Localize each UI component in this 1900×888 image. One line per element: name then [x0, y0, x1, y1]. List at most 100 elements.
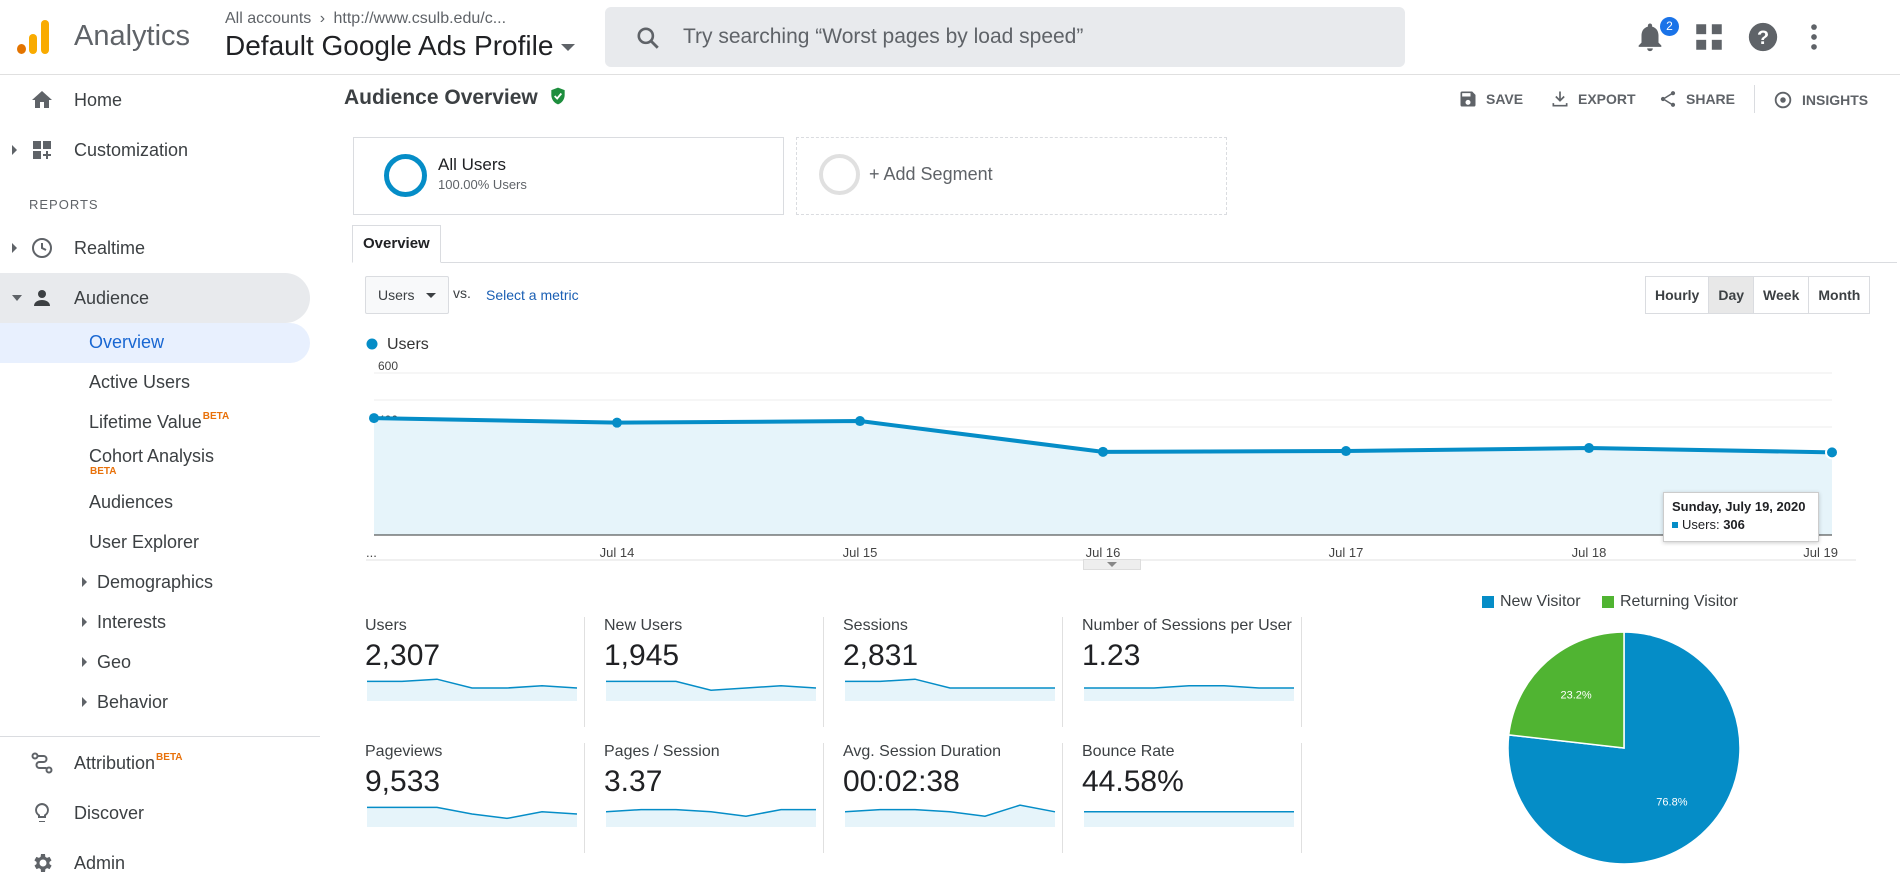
apps-grid-icon[interactable] — [1692, 20, 1726, 54]
sidebar-subitem-label: Overview — [89, 332, 165, 352]
sidebar-item-label: Home — [74, 89, 123, 110]
granularity-day[interactable]: Day — [1709, 277, 1755, 313]
sidebar-item-realtime[interactable]: Realtime — [0, 223, 310, 273]
kpi-value: 2,831 — [843, 639, 919, 672]
sparkline-area — [1084, 685, 1294, 701]
kpi-card[interactable]: Pages / Session 3.37 — [604, 743, 824, 853]
sidebar-item-label: AttributionBETA — [74, 751, 183, 774]
kpi-card[interactable]: New Users 1,945 — [604, 617, 824, 727]
sidebar-item-discover[interactable]: Discover — [0, 788, 310, 838]
gear-icon — [34, 854, 52, 872]
sidebar-subitem-audiences[interactable]: Audiences — [0, 483, 310, 523]
visitor-pie-chart[interactable]: 76.8% 23.2% — [1500, 630, 1750, 870]
sparkline-area — [845, 679, 1055, 701]
kpi-card[interactable]: Users 2,307 — [365, 617, 585, 727]
kpi-card[interactable]: Pageviews 9,533 — [365, 743, 585, 853]
save-button[interactable]: SAVE — [1458, 89, 1523, 109]
sparkline-area — [367, 679, 577, 701]
granularity-month[interactable]: Month — [1818, 287, 1861, 303]
data-point — [855, 416, 865, 427]
page-title-text: Audience Overview — [344, 86, 538, 109]
profile-selector[interactable]: Default Google Ads Profile — [225, 30, 576, 62]
kpi-label: New Users — [604, 617, 683, 634]
sidebar-subitem-label: Audiences — [89, 492, 174, 512]
sidebar-subitem-label: Cohort Analysis — [89, 446, 215, 466]
bell-icon[interactable] — [1633, 20, 1667, 54]
caret-down-icon — [1107, 562, 1117, 567]
sidebar-subitem-label: Geo — [97, 652, 132, 672]
app-name[interactable]: Analytics — [74, 20, 191, 52]
kpi-label: Avg. Session Duration — [843, 743, 1002, 760]
notification-badge: 2 — [1660, 17, 1679, 36]
search-icon — [637, 27, 659, 49]
sparkline-area — [845, 805, 1055, 827]
breadcrumb-accounts[interactable]: All accounts — [225, 10, 312, 27]
sidebar-item-audience[interactable]: Audience — [0, 273, 310, 323]
data-point — [1825, 445, 1839, 460]
sidebar-item-admin[interactable]: Admin — [0, 838, 310, 888]
kpi-value: 00:02:38 — [843, 765, 960, 798]
kpi-card[interactable]: Number of Sessions per User 1.23 — [1082, 617, 1302, 727]
sidebar-item-attribution[interactable]: AttributionBETA — [0, 738, 310, 788]
kpi-card[interactable]: Bounce Rate 44.58% — [1082, 743, 1302, 853]
granularity-hourly[interactable]: Hourly — [1646, 277, 1710, 313]
metric-dropdown[interactable]: Users — [365, 276, 449, 314]
breadcrumb-property[interactable]: http://www.csulb.edu/c... — [333, 10, 507, 27]
granularity-week[interactable]: Week — [1754, 277, 1810, 313]
clock-icon — [32, 238, 52, 258]
search-bar[interactable] — [605, 7, 1405, 67]
beta-badge: BETA — [156, 751, 183, 763]
expand-arrow-icon — [82, 617, 87, 627]
tab-overview[interactable]: Overview — [352, 225, 441, 263]
sparkline — [1084, 685, 1294, 701]
breadcrumb[interactable]: All accounts › http://www.csulb.edu/c... — [225, 10, 506, 28]
analytics-logo-icon[interactable] — [17, 20, 51, 54]
sidebar-subitem-active-users[interactable]: Active Users — [0, 363, 310, 403]
chart-tooltip: Sunday, July 19, 2020 Users: 306 — [1663, 492, 1819, 542]
share-button[interactable]: SHARE — [1658, 89, 1735, 109]
legend-new-visitor[interactable]: New Visitor — [1482, 593, 1581, 611]
granularity-toggle: Hourly Day Week Month — [1645, 276, 1871, 314]
sidebar-subitem-label: User Explorer — [89, 532, 200, 552]
sidebar-subitem-lifetime-value[interactable]: Lifetime ValueBETA — [0, 403, 310, 443]
segment-all-users[interactable]: All Users 100.00% Users — [353, 137, 784, 215]
expand-arrow-icon — [82, 577, 87, 587]
sparkline-line — [845, 804, 1056, 817]
kpi-value: 9,533 — [365, 765, 441, 798]
kpi-label: Users — [365, 617, 407, 634]
legend-returning-visitor[interactable]: Returning Visitor — [1602, 593, 1738, 611]
sidebar-subitem-overview[interactable]: Overview — [0, 323, 310, 363]
sidebar-subitem-user-explorer[interactable]: User Explorer — [0, 523, 310, 563]
sidebar-subitem-behavior[interactable]: Behavior — [0, 683, 310, 723]
more-vert-icon[interactable] — [1797, 20, 1831, 54]
sidebar-item-home[interactable]: Home — [0, 75, 310, 125]
export-button[interactable]: EXPORT — [1550, 89, 1636, 109]
share-label: SHARE — [1686, 91, 1736, 107]
sidebar-item-label: Admin — [74, 852, 126, 873]
kpi-card[interactable]: Avg. Session Duration 00:02:38 — [843, 743, 1063, 853]
segment-empty-ring-icon — [819, 154, 860, 195]
kpi-label: Number of Sessions per User — [1082, 617, 1292, 634]
sidebar-subitem-demographics[interactable]: Demographics — [0, 563, 310, 603]
sidebar-subitem-label: Lifetime ValueBETA — [89, 411, 229, 433]
x-tick-label: Jul 14 — [600, 545, 635, 560]
kpi-card[interactable]: Sessions 2,831 — [843, 617, 1063, 727]
expand-arrow-icon — [82, 697, 87, 707]
sidebar-item-label: Discover — [74, 802, 145, 823]
sidebar-subitem-interests[interactable]: Interests — [0, 603, 310, 643]
sidebar-item-customization[interactable]: Customization — [0, 125, 310, 175]
sparkline — [845, 804, 1056, 827]
search-input[interactable] — [683, 7, 1383, 67]
add-segment-button[interactable]: + Add Segment — [796, 137, 1227, 215]
sidebar-subitem-cohort-analysis[interactable]: Cohort Analysis BETA — [0, 441, 310, 487]
insights-button[interactable]: INSIGHTS — [1772, 89, 1868, 111]
chart-collapse-handle[interactable] — [1083, 559, 1141, 570]
select-metric-link[interactable]: Select a metric — [486, 287, 579, 303]
help-icon[interactable]: ? — [1746, 20, 1780, 54]
sidebar: Home Customization REPORTS Realtime Audi… — [0, 75, 320, 888]
sparkline-area — [606, 681, 816, 701]
sidebar-subitem-geo[interactable]: Geo — [0, 643, 310, 683]
attribution-icon — [31, 752, 53, 774]
sidebar-subitem-label: Active Users — [89, 372, 191, 392]
